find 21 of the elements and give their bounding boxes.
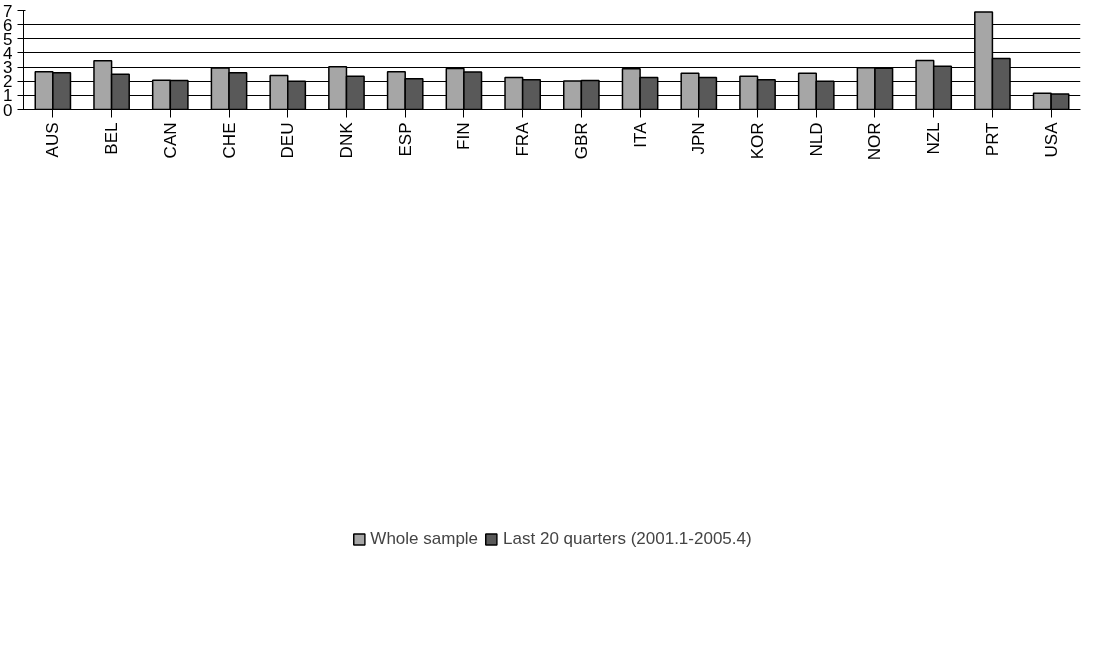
x-tick-label: DEU	[278, 122, 298, 159]
x-tick-label: FIN	[454, 122, 474, 150]
legend-label: Last 20 quarters (2001.1-2005.4)	[503, 529, 752, 549]
y-tick-label: 0	[3, 100, 13, 120]
x-tick-label: ESP	[395, 122, 415, 157]
x-tick-label: PRT	[982, 122, 1002, 157]
x-tick-label: KOR	[748, 122, 768, 160]
x-tick-label: GBR	[571, 122, 591, 160]
legend-label: Whole sample	[370, 529, 479, 549]
x-tick-label: BEL	[102, 122, 122, 155]
x-tick-label: FRA	[513, 121, 533, 157]
x-tick-label: NZL	[924, 122, 944, 155]
x-tick-label: ITA	[630, 121, 650, 148]
x-tick-label: CAN	[160, 122, 180, 159]
x-tick-label: AUS	[43, 122, 63, 158]
x-tick-label: USA	[1041, 121, 1061, 158]
x-tick-label: DNK	[336, 121, 356, 159]
x-tick-label: JPN	[689, 122, 709, 155]
x-tick-label: NLD	[806, 122, 826, 157]
x-tick-label: NOR	[865, 122, 885, 161]
x-tick-label: CHE	[219, 122, 239, 159]
